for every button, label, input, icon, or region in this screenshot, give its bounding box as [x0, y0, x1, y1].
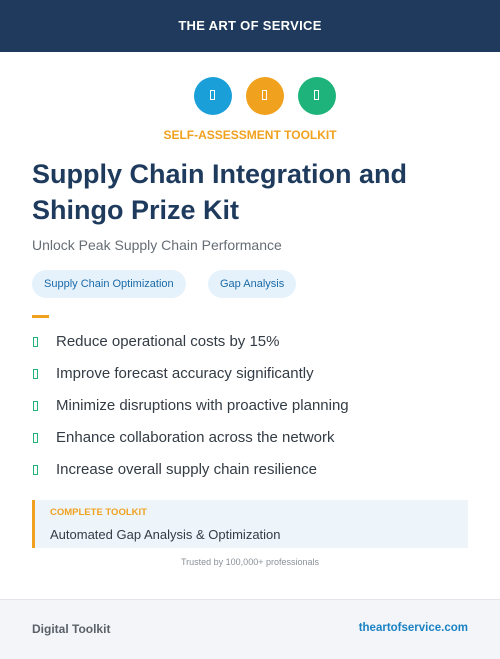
footer — [0, 599, 500, 659]
icon-circle — [246, 77, 284, 115]
benefit: Improve forecast accuracy significantly — [56, 365, 314, 382]
benefit: Increase overall supply chain resilience — [56, 461, 317, 478]
tag: Gap Analysis — [208, 270, 297, 298]
benefit: Enhance collaboration across the network — [56, 429, 335, 446]
callout-text: Automated Gap Analysis & Optimization — [50, 527, 281, 542]
accent-rule — [32, 315, 49, 318]
brand: THE ART OF SERVICE — [178, 18, 322, 33]
footer-link[interactable]: theartofservice.com — [358, 622, 468, 634]
benefit: Reduce operational costs by 15% — [56, 333, 280, 350]
kicker: SELF-ASSESSMENT TOOLKIT — [163, 128, 337, 142]
callout-label: COMPLETE TOOLKIT — [50, 507, 147, 518]
header-bar — [0, 0, 500, 52]
tag: Supply Chain Optimization — [32, 270, 186, 298]
bullet-icon — [33, 369, 38, 379]
bullet-icon — [33, 401, 38, 411]
footer-label: Digital Toolkit — [32, 622, 111, 636]
subtitle: Unlock Peak Supply Chain Performance — [32, 237, 282, 253]
bullet-icon — [33, 433, 38, 443]
bullet-icon — [33, 465, 38, 475]
trust-note: Trusted by 100,000+ professionals — [180, 557, 319, 567]
callout-box — [32, 500, 468, 548]
icon-circle — [194, 77, 232, 115]
bullet-icon — [33, 337, 38, 347]
benefit: Minimize disruptions with proactive plan… — [56, 397, 349, 414]
title: Supply Chain Integration and Shingo Priz… — [32, 159, 408, 225]
icon-circle — [298, 77, 336, 115]
